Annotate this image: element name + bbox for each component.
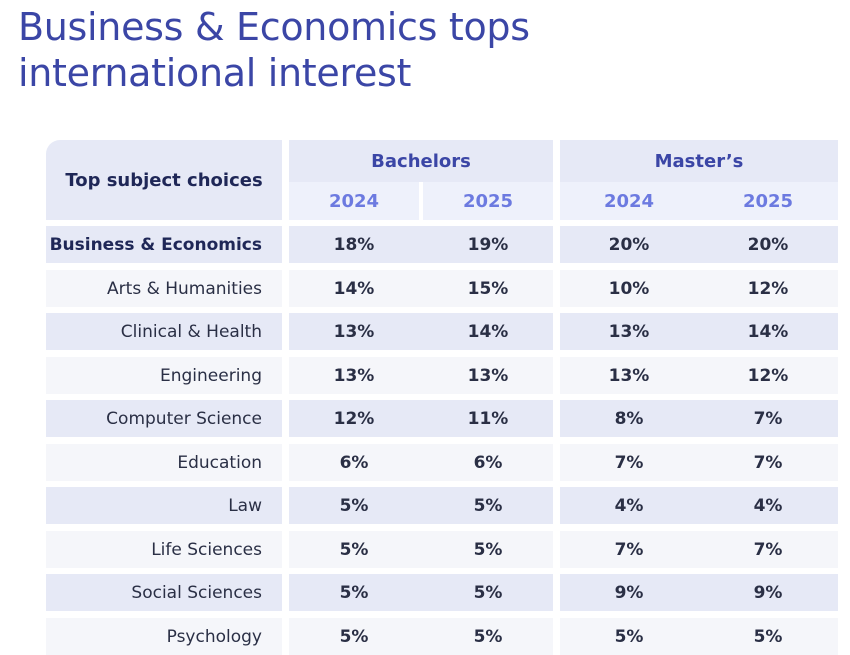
- table-cell-value: 6%: [289, 444, 419, 481]
- table-cell-value: 13%: [289, 313, 419, 350]
- row-band-gap: [419, 400, 423, 437]
- row-band-gap: [419, 531, 423, 568]
- row-label-subject: Psychology: [46, 618, 282, 655]
- table-cell-value: 5%: [289, 487, 419, 524]
- table-cell-value: 8%: [560, 400, 698, 437]
- table-cell-value: 11%: [423, 400, 553, 437]
- table-cell-value: 20%: [698, 226, 838, 263]
- table-cell-value: 5%: [423, 487, 553, 524]
- header-year-2024: 2024: [560, 182, 698, 220]
- row-label-subject: Business & Economics: [46, 226, 282, 263]
- table-cell-value: 7%: [698, 531, 838, 568]
- row-band-gap: [419, 270, 423, 307]
- header-top-subject-choices: Top subject choices: [46, 140, 282, 220]
- page-title: Business & Economics tops international …: [18, 5, 530, 95]
- header-year-2025: 2025: [698, 182, 838, 220]
- table-cell-value: 5%: [423, 618, 553, 655]
- table-cell-value: 5%: [289, 618, 419, 655]
- row-label-subject: Life Sciences: [46, 531, 282, 568]
- row-band-gap: [419, 444, 423, 481]
- table-cell-value: 6%: [423, 444, 553, 481]
- table-cell-value: 5%: [423, 574, 553, 611]
- table-cell-value: 5%: [289, 574, 419, 611]
- header-year-2025: 2025: [423, 182, 553, 220]
- header-group-masters: Master’s: [560, 140, 838, 182]
- table-cell-value: 7%: [560, 531, 698, 568]
- table-cell-value: 4%: [698, 487, 838, 524]
- table-cell-value: 14%: [423, 313, 553, 350]
- table-cell-value: 9%: [698, 574, 838, 611]
- row-band-gap: [419, 618, 423, 655]
- table-cell-value: 13%: [560, 313, 698, 350]
- table-cell-value: 12%: [698, 270, 838, 307]
- row-label-subject: Social Sciences: [46, 574, 282, 611]
- table-cell-value: 9%: [560, 574, 698, 611]
- row-label-subject: Computer Science: [46, 400, 282, 437]
- table-cell-value: 15%: [423, 270, 553, 307]
- table-cell-value: 7%: [698, 444, 838, 481]
- row-label-subject: Arts & Humanities: [46, 270, 282, 307]
- row-label-subject: Clinical & Health: [46, 313, 282, 350]
- table-cell-value: 12%: [289, 400, 419, 437]
- table-cell-value: 13%: [560, 357, 698, 394]
- table-cell-value: 14%: [698, 313, 838, 350]
- table-cell-value: 5%: [289, 531, 419, 568]
- table-cell-value: 10%: [560, 270, 698, 307]
- table-cell-value: 5%: [698, 618, 838, 655]
- table-cell-value: 13%: [423, 357, 553, 394]
- row-label-subject: Engineering: [46, 357, 282, 394]
- table-cell-value: 7%: [560, 444, 698, 481]
- table-cell-value: 14%: [289, 270, 419, 307]
- row-band-gap: [419, 357, 423, 394]
- table-cell-value: 5%: [560, 618, 698, 655]
- table-cell-value: 20%: [560, 226, 698, 263]
- row-band-gap: [419, 226, 423, 263]
- row-label-subject: Education: [46, 444, 282, 481]
- table-cell-value: 13%: [289, 357, 419, 394]
- table-cell-value: 4%: [560, 487, 698, 524]
- header-group-bachelors: Bachelors: [289, 140, 553, 182]
- row-band-gap: [419, 313, 423, 350]
- table-cell-value: 7%: [698, 400, 838, 437]
- row-label-subject: Law: [46, 487, 282, 524]
- table-cell-value: 18%: [289, 226, 419, 263]
- row-band-gap: [419, 574, 423, 611]
- table-cell-value: 5%: [423, 531, 553, 568]
- table-cell-value: 19%: [423, 226, 553, 263]
- row-band-gap: [419, 487, 423, 524]
- header-year-2024: 2024: [289, 182, 419, 220]
- table-cell-value: 12%: [698, 357, 838, 394]
